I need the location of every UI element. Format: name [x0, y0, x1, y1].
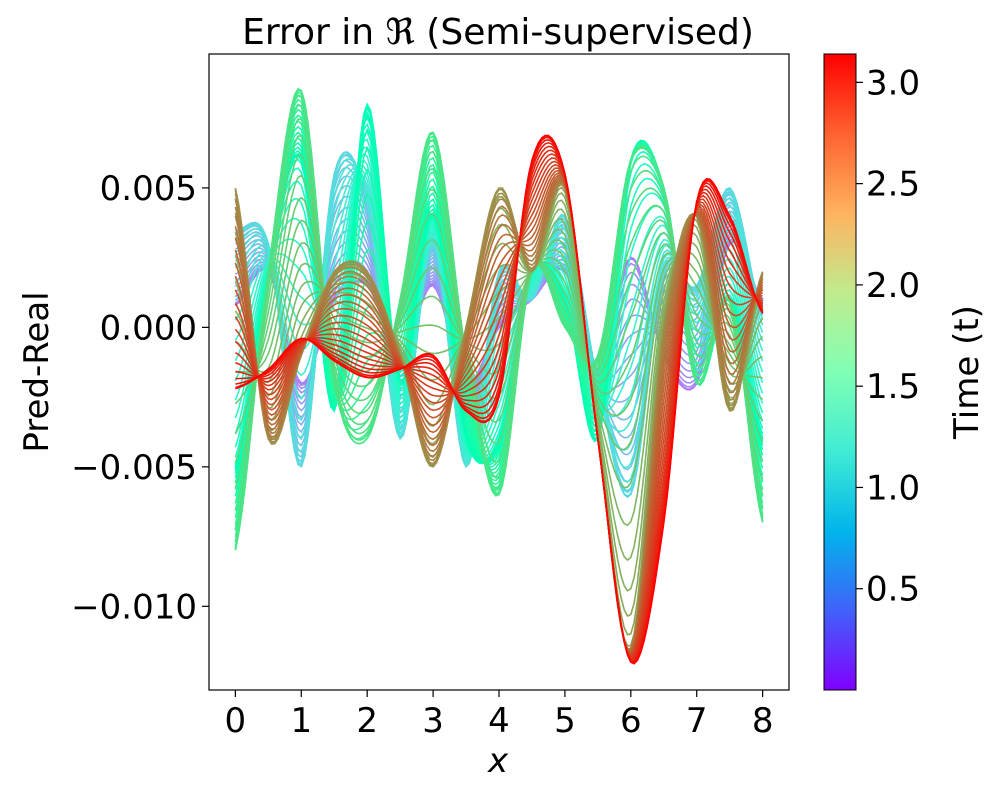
error-curve: [234, 163, 763, 658]
y-tick-label: −0.005: [71, 448, 197, 488]
error-curves: [234, 87, 764, 665]
error-curve: [234, 153, 764, 660]
colorbar-tick-label: 2.0: [866, 266, 920, 306]
colorbar-tick-label: 0.5: [866, 570, 920, 610]
x-tick-label: 5: [554, 701, 576, 741]
error-curve: [235, 134, 764, 665]
error-curve: [234, 167, 763, 657]
colorbar-ticks: 0.5 1.0 1.5 2.0 2.5 3.0: [856, 63, 920, 610]
error-curve: [234, 179, 764, 651]
x-tick-label: 3: [422, 701, 444, 741]
error-curve: [234, 180, 764, 651]
error-curve: [234, 171, 764, 655]
colorbar-tick-label: 2.5: [866, 165, 920, 205]
chart-title: Error in ℜ (Semi-supervised): [242, 12, 754, 53]
colorbar-label: Time (t): [947, 305, 987, 440]
error-curve: [234, 176, 764, 653]
error-curve: [234, 174, 764, 654]
colorbar-tick-label: 3.0: [866, 63, 920, 103]
error-curve: [234, 169, 764, 656]
error-curve: [234, 157, 763, 660]
y-axis-label: Pred-Real: [17, 291, 57, 452]
x-tick-label: 2: [356, 701, 378, 741]
x-tick-label: 0: [225, 701, 247, 741]
y-tick-label: −0.010: [71, 587, 197, 627]
colorbar: [823, 53, 857, 691]
x-tick-label: 1: [290, 701, 312, 741]
y-axis-ticks: −0.010 −0.005 0.000 0.005: [71, 169, 209, 627]
error-curve: [234, 178, 764, 652]
x-tick-label: 4: [488, 701, 510, 741]
x-tick-label: 7: [686, 701, 708, 741]
error-curve: [234, 160, 763, 659]
x-axis-label: x: [487, 741, 509, 781]
error-curve: [234, 181, 764, 651]
colorbar-tick-label: 1.5: [866, 367, 920, 407]
x-axis-ticks: 0 1 2 3 4 5 6 7 8: [225, 690, 774, 741]
colorbar-tick-label: 1.0: [866, 468, 920, 508]
x-tick-label: 6: [620, 701, 642, 741]
x-tick-label: 8: [752, 701, 774, 741]
y-tick-label: 0.000: [100, 308, 197, 348]
y-tick-label: 0.005: [100, 169, 197, 209]
